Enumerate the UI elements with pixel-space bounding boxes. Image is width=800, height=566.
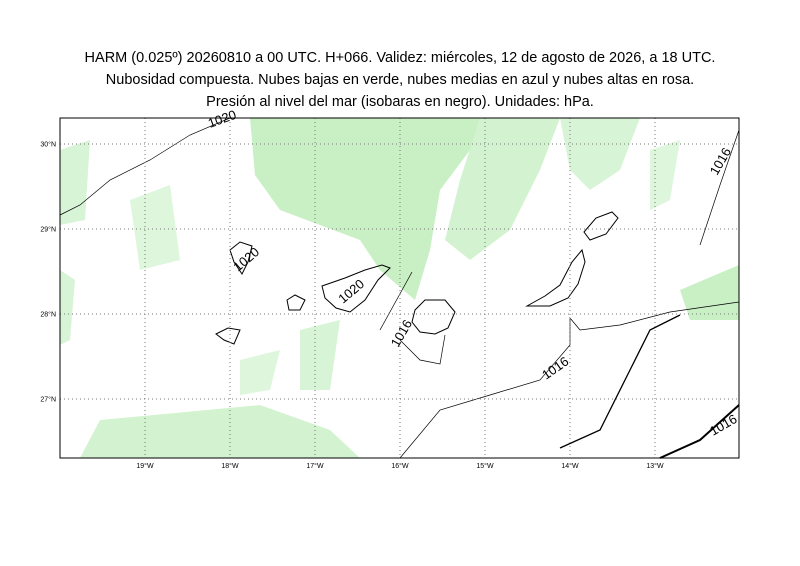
lat-label: 29°N [40,226,56,234]
isobars [59,117,740,459]
lon-label: 14°W [561,462,579,470]
title-line: HARM (0.025º) 20260810 a 00 UTC. H+066. … [84,50,716,66]
lon-label: 19°W [136,462,154,470]
coastlines [215,211,619,345]
isobar-label: 1016 [707,145,734,178]
clouds [60,118,739,458]
lat-label: 28°N [40,311,56,319]
title-line: Nubosidad compuesta. Nubes bajas en verd… [105,72,695,88]
isobar-label: 1020 [230,244,262,274]
isobar-label: 1016 [539,354,571,383]
lon-label: 15°W [476,462,494,470]
isobar-label: 1020 [206,107,238,131]
lat-label: 30°N [40,141,56,149]
lat-label: 27°N [40,396,56,404]
title-line: Presión al nivel del mar (isobaras en ne… [206,94,594,110]
isobar-label: 1016 [707,411,740,438]
lon-label: 18°W [221,462,239,470]
lon-label: 13°W [646,462,664,470]
map-frame [59,117,740,459]
isobar-label: 1016 [388,317,415,350]
lon-label: 16°W [391,462,409,470]
lon-label: 17°W [306,462,324,470]
